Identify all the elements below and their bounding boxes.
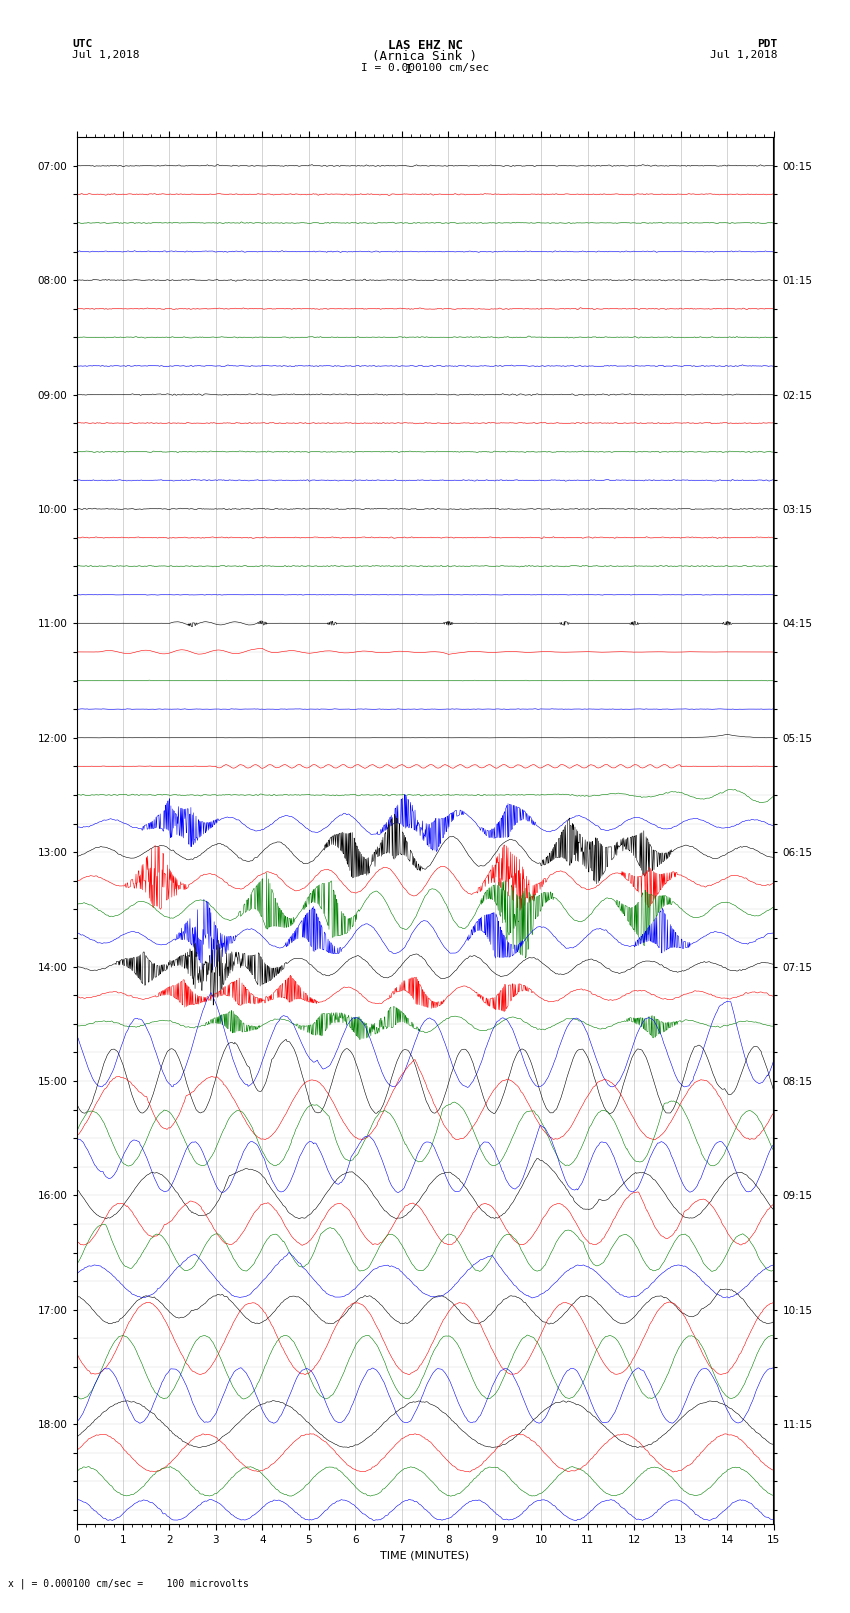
Text: I = 0.000100 cm/sec: I = 0.000100 cm/sec: [361, 63, 489, 73]
Text: (Arnica Sink ): (Arnica Sink ): [372, 50, 478, 63]
Text: LAS EHZ NC: LAS EHZ NC: [388, 39, 462, 52]
Text: PDT: PDT: [757, 39, 778, 48]
Text: x | = 0.000100 cm/sec =    100 microvolts: x | = 0.000100 cm/sec = 100 microvolts: [8, 1578, 249, 1589]
Text: UTC: UTC: [72, 39, 93, 48]
X-axis label: TIME (MINUTES): TIME (MINUTES): [381, 1550, 469, 1560]
Text: Jul 1,2018: Jul 1,2018: [711, 50, 778, 60]
Text: Jul 1,2018: Jul 1,2018: [72, 50, 139, 60]
Text: I: I: [405, 63, 411, 76]
